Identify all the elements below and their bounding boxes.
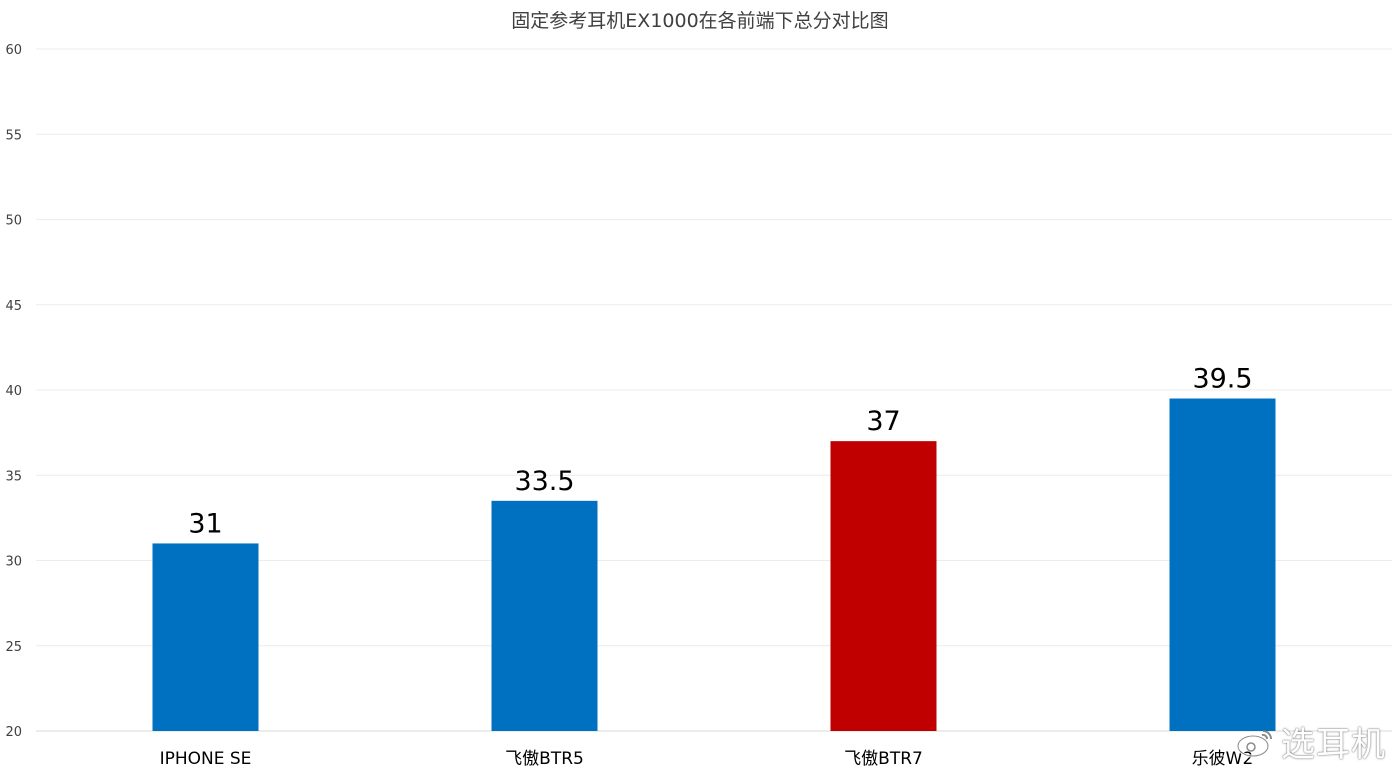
- chart-title: 固定参考耳机EX1000在各前端下总分对比图: [511, 10, 888, 32]
- data-label: 37: [866, 406, 900, 437]
- y-tick-label: 45: [5, 299, 22, 314]
- y-tick-label: 50: [5, 214, 22, 229]
- y-tick-label: 25: [5, 640, 22, 655]
- data-label: 31: [188, 508, 222, 539]
- watermark-text: 选耳机: [1281, 725, 1386, 765]
- gridlines: [36, 48, 1392, 732]
- data-label: 39.5: [1192, 364, 1252, 395]
- y-tick-label: 55: [5, 128, 22, 143]
- x-tick-label: 飞傲BTR5: [505, 749, 584, 769]
- weibo-icon: [1236, 729, 1272, 757]
- y-tick-label: 40: [5, 384, 22, 399]
- x-tick-label: 飞傲BTR7: [844, 749, 923, 769]
- y-axis-ticks: 20 25 30 35 40 45 50 55 60: [5, 43, 22, 740]
- data-labels: 31 33.5 37 39.5: [188, 364, 1252, 540]
- bar: [1169, 398, 1276, 731]
- bar: [830, 441, 937, 731]
- bars: [152, 398, 1276, 731]
- y-tick-label: 20: [5, 725, 22, 740]
- bar: [152, 543, 259, 731]
- x-tick-label: IPHONE SE: [160, 749, 252, 769]
- y-tick-label: 30: [5, 555, 22, 570]
- y-tick-label: 60: [5, 43, 22, 58]
- bar: [491, 500, 598, 731]
- y-tick-label: 35: [5, 469, 22, 484]
- watermark: 选耳机: [1235, 717, 1386, 766]
- data-label: 33.5: [514, 466, 574, 497]
- x-axis-ticks: IPHONE SE 飞傲BTR5 飞傲BTR7 乐彼W2: [160, 749, 1254, 769]
- x-tick-label: 乐彼W2: [1192, 749, 1254, 769]
